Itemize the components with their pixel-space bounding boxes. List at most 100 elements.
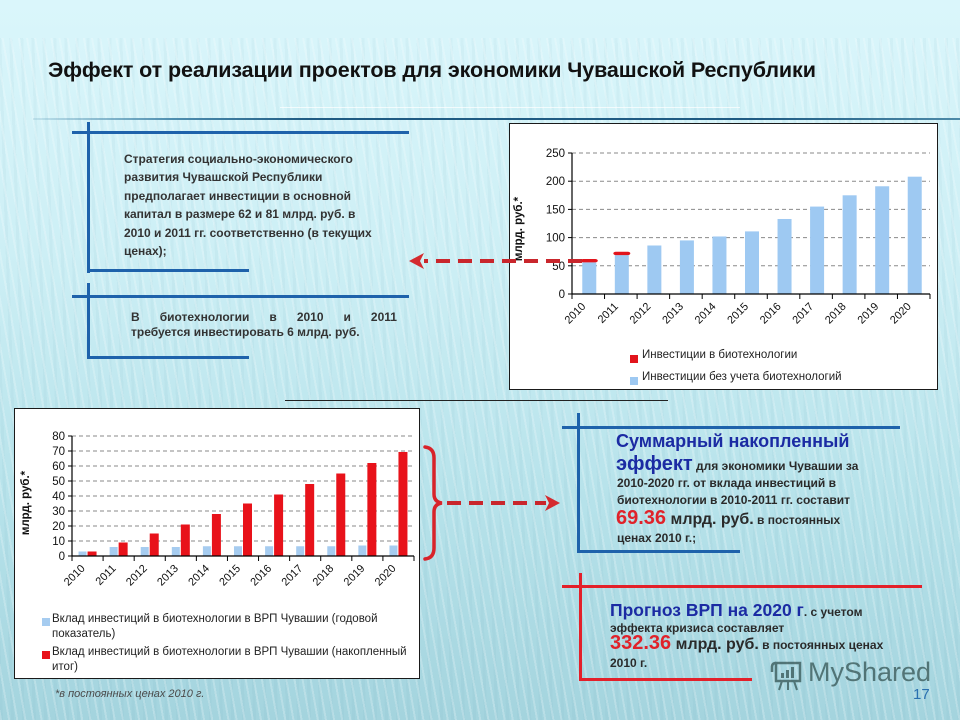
bar: [305, 484, 315, 556]
y-tick-label: 150: [546, 204, 565, 216]
legend-label-no-biotech: Инвестиции без учета биотехнологий: [642, 371, 842, 383]
frame-top-line: [562, 585, 922, 588]
frame-bottom-line: [87, 269, 249, 272]
y-tick-label: 30: [52, 506, 65, 518]
bar: [745, 231, 759, 294]
summary-text: 2010-2020 гг. от вклада инвестиций в: [617, 476, 837, 490]
summary-text: ценах 2010 г.;: [617, 531, 697, 545]
investment-chart: 0 50 100 150 200 250 2010 2011 2012 2013 2014 2015 2…: [509, 123, 938, 390]
forecast-text: в постоянных ценах: [758, 638, 884, 652]
myshared-watermark: MyShared: [770, 657, 932, 692]
bar-cap: [580, 259, 598, 263]
bar: [614, 255, 629, 294]
bar: [712, 236, 727, 294]
frame-left-line: [87, 283, 90, 359]
frame-top-line: [72, 131, 409, 134]
text-line: предполагает инвестиции в основной: [124, 188, 352, 203]
bar: [367, 463, 377, 556]
frame-bottom-line: [87, 356, 249, 359]
bar: [296, 546, 305, 556]
summary-text: для экономики Чувашии за: [692, 459, 859, 473]
text-line: ценах);: [124, 244, 167, 259]
forecast-unit: млрд. руб.: [671, 636, 759, 653]
bar: [180, 524, 190, 556]
y-axis-label: млрд. руб.*: [513, 196, 525, 261]
forecast-heading: Прогноз ВРП на 2020 г: [610, 600, 804, 620]
bar: [234, 546, 242, 556]
y-tick-label: 10: [52, 536, 65, 548]
bar: [582, 262, 597, 294]
page-title: Эффект от реализации проектов для эконом…: [48, 58, 816, 82]
text-line: Стратегия социально-экономического: [124, 152, 353, 166]
y-tick-label: 50: [52, 476, 65, 488]
title-underline-highlight: [280, 107, 740, 108]
forecast-value-line: 332.36 млрд. руб. в постоянных ценах: [610, 631, 883, 657]
title-underline: [33, 118, 960, 120]
text-line: капитал в размере 62 и 81 млрд. руб. в: [124, 207, 356, 222]
legend-marker-cumulative: [42, 651, 50, 659]
y-tick-label: 0: [559, 289, 565, 301]
y-tick-label: 200: [546, 176, 565, 188]
bar: [777, 218, 792, 294]
y-tick-label: 250: [546, 148, 565, 160]
frame-bottom-line: [577, 550, 740, 553]
legend-label-biotech: Инвестиции в биотехнологии: [642, 349, 798, 361]
y-tick-label: 70: [52, 446, 65, 458]
frame-left-line: [87, 122, 90, 273]
summary-value: 69.36: [616, 507, 667, 529]
bar: [202, 546, 211, 556]
legend-marker-annual: [42, 618, 50, 626]
y-tick-label: 40: [52, 491, 65, 503]
forecast-line1: Прогноз ВРП на 2020 г. с учетом: [610, 599, 862, 623]
page-number: 17: [913, 686, 930, 703]
text-line: 2010 и 2011 гг. соответственно (в текущи…: [124, 225, 372, 240]
strategy-text: Стратегия социально-экономического разви…: [124, 150, 372, 260]
summary-value-line: 69.36 млрд. руб. в постоянных: [616, 506, 840, 532]
biotech-text-line1-clip: В биотехнологии в 2010 и 2011 гг: [131, 309, 413, 325]
divider-line: [285, 400, 668, 401]
bar: [265, 546, 274, 556]
footnote: *в постоянных ценах 2010 г.: [55, 688, 205, 700]
text-line: развития Чувашской Республики: [124, 170, 323, 185]
summary-heading: Суммарный накопленный: [616, 431, 850, 451]
bar: [875, 186, 890, 294]
bar: [274, 494, 284, 556]
curly-brace-icon: [423, 445, 443, 561]
forecast-text: . с учетом: [803, 605, 863, 619]
y-axis-label: млрд. руб.*: [20, 470, 32, 535]
bar: [149, 533, 159, 556]
bar: [679, 240, 694, 294]
bar: [78, 551, 87, 556]
y-tick-label: 80: [52, 431, 65, 443]
frame-top-line: [72, 295, 409, 298]
bar: [140, 547, 149, 556]
legend-label-cumulative: Вклад инвестиций в биотехнологии в ВРП Ч…: [52, 646, 407, 673]
forecast-text: эффекта кризиса составляет: [610, 621, 785, 635]
bar: [842, 195, 857, 294]
frame-top-line: [562, 426, 900, 429]
y-tick-label: 60: [52, 461, 65, 473]
bar: [810, 206, 825, 294]
y-tick-label: 100: [546, 233, 565, 245]
frame-left-line: [577, 413, 580, 553]
arrow-left-icon: [409, 253, 582, 269]
legend-marker-no-biotech: [630, 377, 638, 385]
y-tick-label: 50: [552, 261, 565, 273]
bar: [907, 176, 922, 294]
bar: [327, 546, 336, 556]
forecast-value: 332.36: [610, 632, 672, 654]
text-line: В биотехнологии в 2010 и 2011 гг: [131, 310, 413, 324]
presentation-board-icon: [770, 661, 802, 691]
summary-unit: млрд. руб.: [666, 511, 754, 528]
frame-left-line: [579, 573, 582, 681]
legend-label-annual: Вклад инвестиций в биотехнологии в ВРП Ч…: [52, 613, 378, 640]
bar: [389, 545, 398, 556]
summary-text: биотехнологии в 2010-2011 гг. составит: [617, 493, 850, 507]
watermark-text: MyShared: [808, 657, 932, 687]
bar: [336, 473, 346, 556]
forecast-text: 2010 г.: [610, 656, 648, 670]
bar: [87, 551, 97, 556]
bar: [171, 547, 180, 556]
